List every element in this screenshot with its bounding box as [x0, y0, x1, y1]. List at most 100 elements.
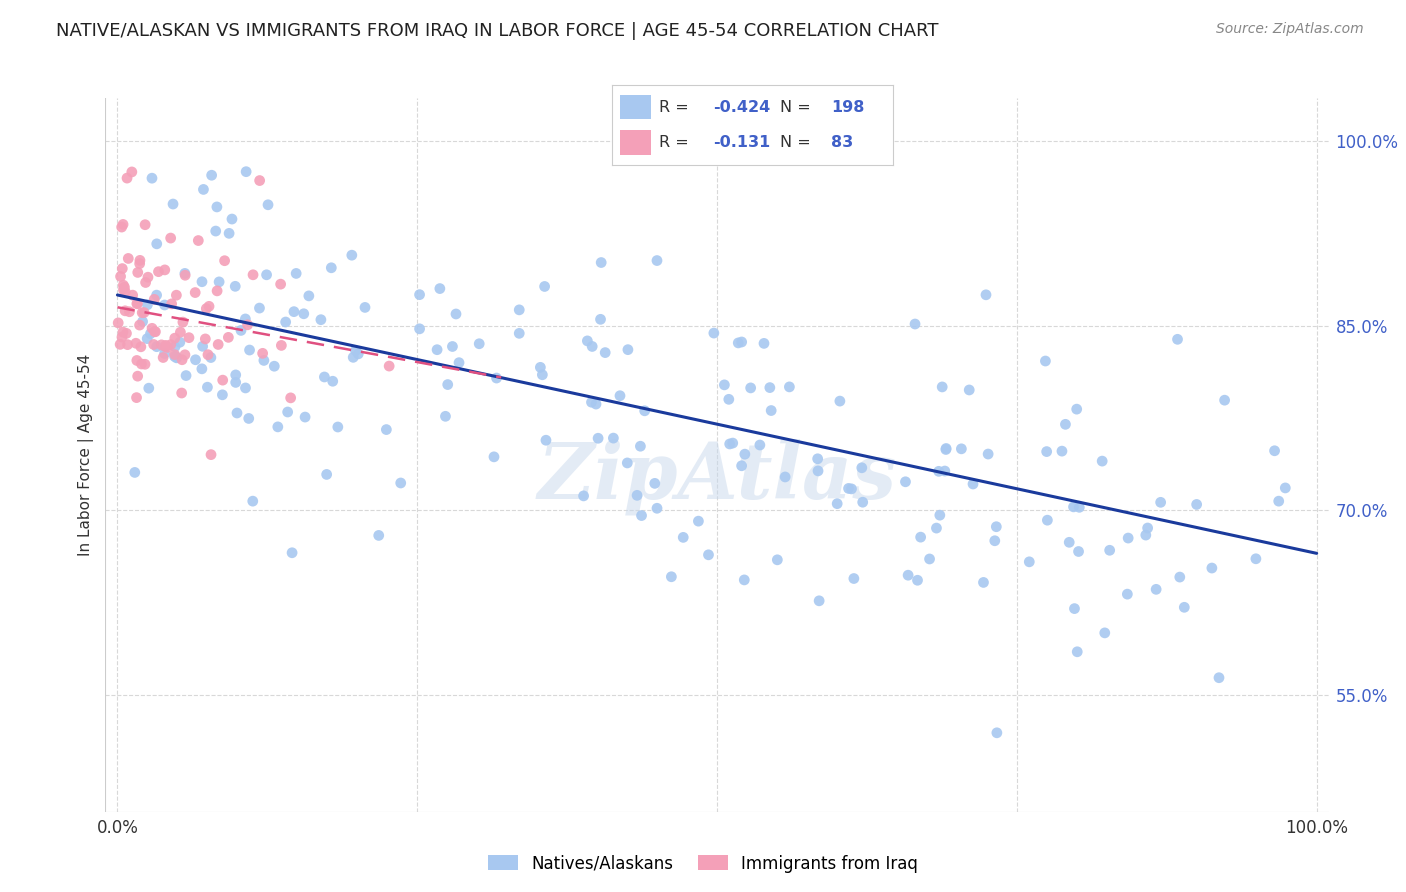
Point: [1185, 498, 1208, 512]
Point: [734, 447, 756, 461]
Point: [441, 339, 464, 353]
Point: [194, 332, 217, 346]
Point: [972, 575, 994, 590]
Point: [225, 368, 247, 382]
Point: [160, 297, 183, 311]
Point: [252, 346, 274, 360]
Point: [326, 420, 349, 434]
Point: [153, 346, 176, 360]
Point: [1136, 521, 1159, 535]
Point: [897, 568, 920, 582]
Point: [132, 305, 155, 319]
Point: [733, 573, 755, 587]
Point: [229, 323, 252, 337]
Point: [217, 330, 239, 344]
Point: [225, 376, 247, 390]
Point: [159, 231, 181, 245]
Point: [224, 279, 246, 293]
Point: [155, 338, 177, 352]
Point: [226, 406, 249, 420]
Point: [125, 336, 148, 351]
Bar: [620, 95, 651, 120]
Point: [1054, 417, 1077, 432]
Point: [616, 456, 638, 470]
Point: [482, 450, 505, 464]
Point: [142, 337, 165, 351]
Point: [661, 570, 683, 584]
Point: [134, 218, 156, 232]
Text: R =: R =: [659, 100, 695, 115]
Point: [1267, 494, 1289, 508]
Point: [174, 268, 197, 283]
Point: [585, 397, 607, 411]
Point: [340, 248, 363, 262]
Point: [759, 403, 782, 417]
Point: [447, 356, 470, 370]
Point: [111, 220, 134, 235]
Point: [894, 475, 917, 489]
Point: [138, 381, 160, 395]
Point: [111, 261, 134, 276]
Point: [163, 340, 186, 354]
Point: [195, 301, 218, 316]
Point: [1274, 481, 1296, 495]
Point: [593, 345, 616, 359]
Point: [187, 234, 209, 248]
Point: [114, 285, 136, 299]
Point: [118, 304, 141, 318]
Point: [1050, 444, 1073, 458]
Point: [852, 495, 875, 509]
Point: [644, 476, 666, 491]
Point: [238, 343, 260, 357]
Point: [759, 381, 782, 395]
Point: [617, 343, 640, 357]
Point: [163, 350, 186, 364]
Point: [533, 279, 555, 293]
Point: [1116, 531, 1139, 545]
Point: [204, 224, 226, 238]
Point: [129, 253, 152, 268]
Point: [730, 334, 752, 349]
Point: [429, 282, 451, 296]
Point: [191, 275, 214, 289]
Point: [309, 312, 332, 326]
Point: [1035, 354, 1057, 368]
Point: [1264, 443, 1286, 458]
Bar: [620, 130, 651, 154]
Point: [127, 265, 149, 279]
Point: [697, 548, 720, 562]
Point: [934, 464, 956, 478]
Point: [214, 253, 236, 268]
Point: [1201, 561, 1223, 575]
Point: [825, 497, 848, 511]
Point: [602, 431, 624, 445]
Point: [270, 277, 292, 292]
Point: [703, 326, 725, 340]
Point: [197, 380, 219, 394]
Point: [235, 164, 257, 178]
Point: [127, 369, 149, 384]
Point: [131, 306, 153, 320]
Point: [156, 341, 179, 355]
Point: [242, 268, 264, 282]
Point: [162, 197, 184, 211]
Point: [131, 357, 153, 371]
Point: [280, 391, 302, 405]
Point: [108, 337, 131, 351]
Point: [218, 227, 240, 241]
Point: [426, 343, 449, 357]
Point: [208, 275, 231, 289]
Point: [166, 351, 188, 365]
Point: [342, 351, 364, 365]
Point: [263, 359, 285, 374]
Point: [110, 269, 132, 284]
Point: [121, 165, 143, 179]
Point: [169, 335, 191, 350]
Point: [389, 475, 412, 490]
Point: [1094, 626, 1116, 640]
Point: [127, 296, 149, 310]
Point: [508, 302, 530, 317]
Point: [155, 340, 177, 354]
Point: [957, 383, 980, 397]
Point: [174, 368, 197, 383]
